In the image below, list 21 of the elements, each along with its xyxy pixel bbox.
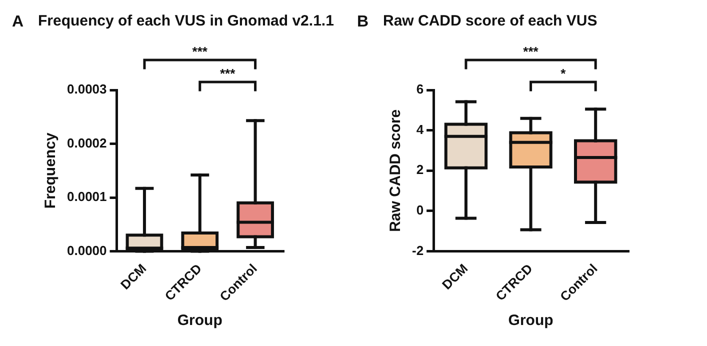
text: *** (523, 44, 540, 60)
y-tick-label: 0.0003 (66, 82, 107, 97)
x-axis-title: Group (508, 312, 554, 330)
y-tick-label: 4 (416, 122, 424, 137)
y-tick-label: 0 (416, 202, 424, 218)
y-tick-label: 6 (416, 82, 424, 97)
y-tick-label: 2 (416, 162, 424, 178)
chart-title: Raw CADD score of each VUS (383, 12, 598, 30)
text: *** (220, 66, 236, 82)
y-tick-label: 0.0002 (66, 135, 107, 150)
y-axis-title: Raw CADD score (387, 109, 404, 232)
y-tick-label: -2 (412, 242, 424, 258)
y-tick-label: 0.0001 (66, 189, 107, 204)
y-axis-title: Frequency (42, 132, 60, 209)
text: *** (192, 44, 208, 60)
y-tick-label: 0.0000 (66, 242, 107, 258)
x-axis-title: Group (177, 312, 222, 330)
chart-title: Frequency of each VUS in Gnomad v2.1.1 (38, 12, 334, 30)
text: A (12, 13, 24, 30)
text: * (560, 66, 567, 82)
text: B (357, 13, 369, 30)
